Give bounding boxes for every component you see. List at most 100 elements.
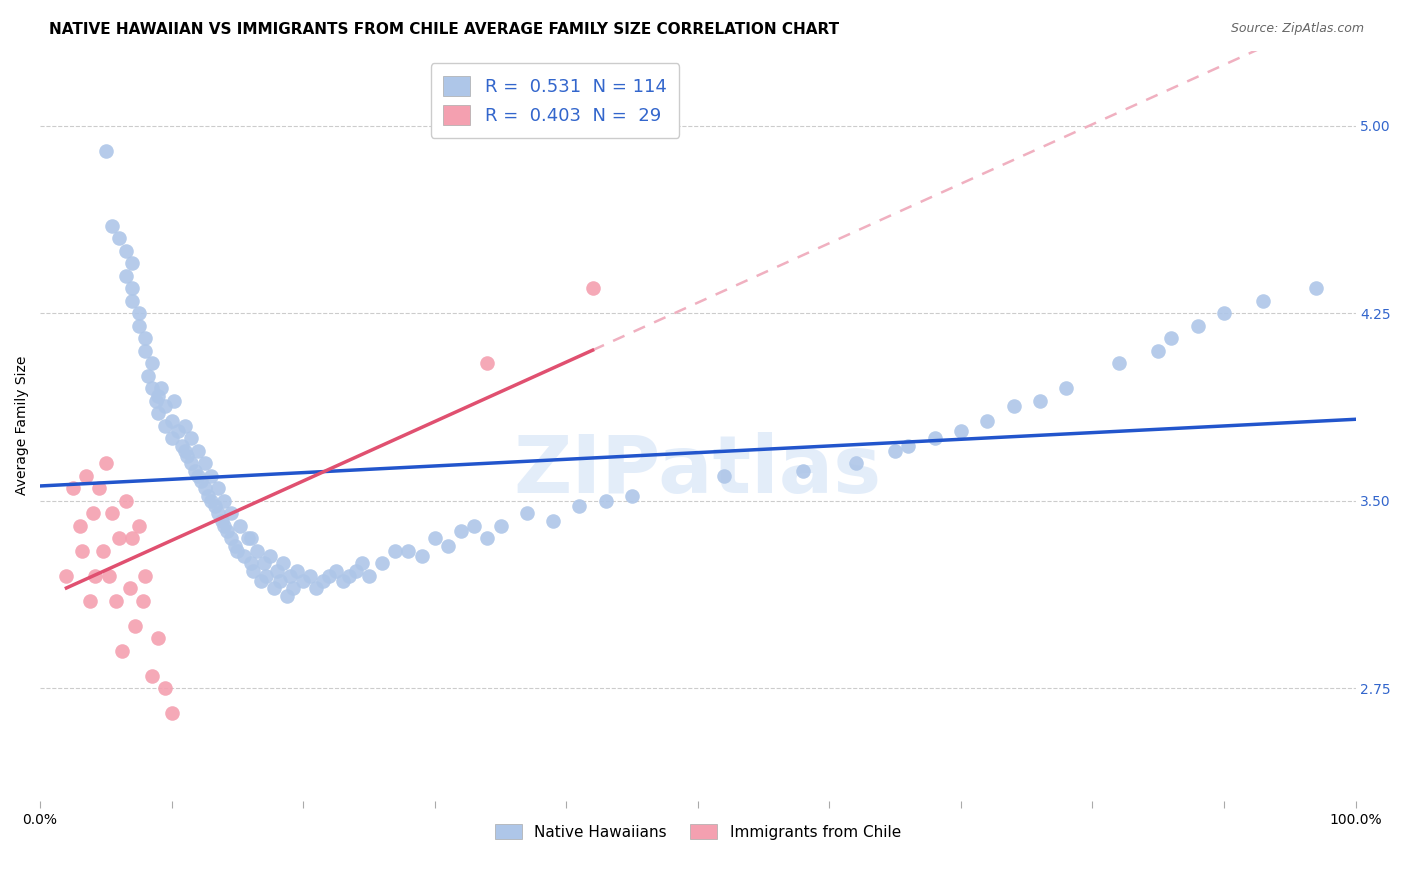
Point [318,569,340,583]
Point [114,244,136,258]
Point [111,644,134,658]
Point [1253,293,1275,308]
Point [70,544,93,558]
Point [581,281,603,295]
Point [94,456,117,470]
Point [134,569,156,583]
Point [145,393,167,408]
Point [190,474,212,488]
Point [134,343,156,358]
Point [153,399,176,413]
Point [253,557,276,571]
Point [246,544,269,558]
Point [273,557,295,571]
Point [884,443,907,458]
Point [219,531,242,545]
Point [1029,393,1052,408]
Point [150,381,173,395]
Point [489,518,512,533]
Point [1187,318,1209,333]
Point [337,569,360,583]
Point [148,406,170,420]
Point [924,431,946,445]
Point [477,356,499,370]
Point [233,549,256,563]
Point [101,219,124,233]
Text: ZIPatlas: ZIPatlas [513,432,882,510]
Point [541,514,564,528]
Point [193,456,215,470]
Point [121,293,143,308]
Point [357,569,380,583]
Point [160,431,183,445]
Point [352,557,374,571]
Point [477,531,499,545]
Point [121,256,143,270]
Point [568,499,591,513]
Point [949,424,972,438]
Point [89,481,111,495]
Point [79,594,101,608]
Point [153,418,176,433]
Point [239,531,262,545]
Point [118,582,141,596]
Point [200,468,222,483]
Point [1305,281,1327,295]
Point [193,481,215,495]
Point [134,331,156,345]
Point [153,681,176,696]
Point [173,443,195,458]
Point [976,414,998,428]
Point [94,144,117,158]
Point [141,356,163,370]
Point [1160,331,1182,345]
Point [176,449,198,463]
Point [266,564,288,578]
Point [226,544,249,558]
Point [845,456,868,470]
Point [897,439,920,453]
Point [384,544,406,558]
Point [84,569,107,583]
Point [187,468,209,483]
Point [55,569,77,583]
Point [180,431,202,445]
Point [97,569,120,583]
Point [332,574,354,588]
Point [229,518,252,533]
Point [114,268,136,283]
Point [269,574,291,588]
Point [187,443,209,458]
Point [285,564,308,578]
Point [595,493,617,508]
Point [132,594,155,608]
Point [1108,356,1130,370]
Point [101,506,124,520]
Point [411,549,433,563]
Point [214,493,236,508]
Point [463,518,485,533]
Point [128,518,150,533]
Point [136,368,159,383]
Point [204,499,226,513]
Point [172,439,194,453]
Text: Source: ZipAtlas.com: Source: ZipAtlas.com [1230,22,1364,36]
Point [263,582,285,596]
Text: NATIVE HAWAIIAN VS IMMIGRANTS FROM CHILE AVERAGE FAMILY SIZE CORRELATION CHART: NATIVE HAWAIIAN VS IMMIGRANTS FROM CHILE… [49,22,839,37]
Point [121,281,143,295]
Point [254,569,277,583]
Point [148,389,170,403]
Point [621,489,644,503]
Point [219,506,242,520]
Point [141,669,163,683]
Point [239,557,262,571]
Point [371,557,394,571]
Point [236,531,259,545]
Point [114,493,136,508]
Point [298,569,321,583]
Point [437,539,460,553]
Point [344,564,367,578]
Point [450,524,472,538]
Point [276,589,298,603]
Point [128,306,150,320]
